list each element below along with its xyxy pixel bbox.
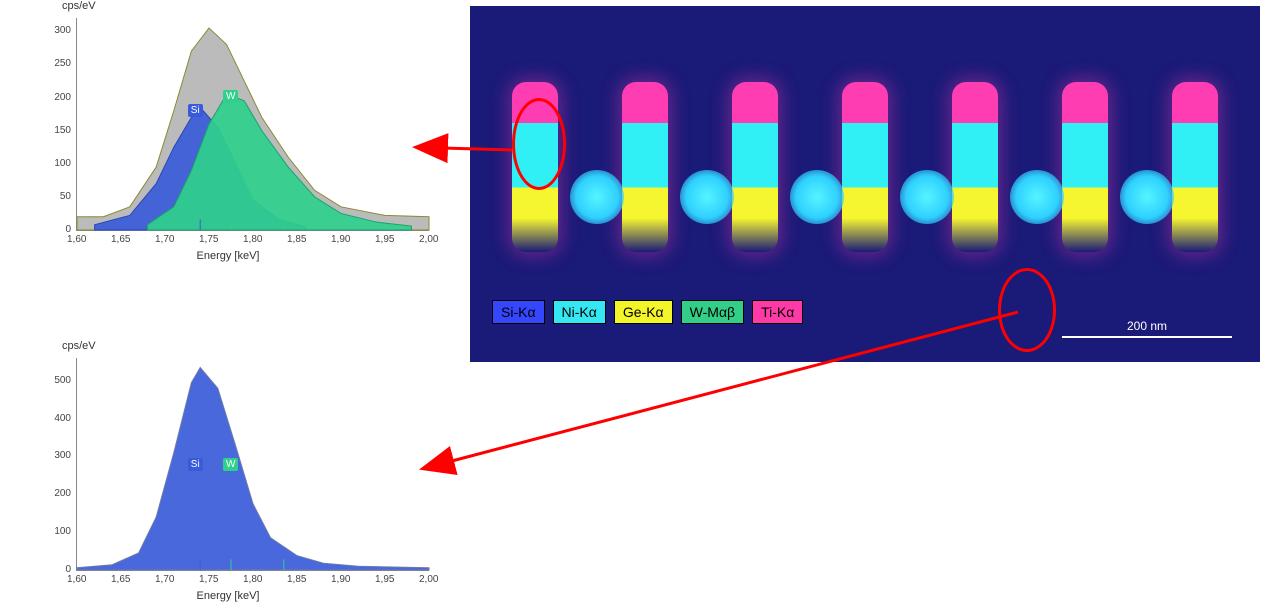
plot-area: 1,601,651,701,751,801,851,901,952,000501… — [76, 18, 429, 231]
pillar — [1062, 82, 1108, 252]
legend-chip-Ti-Kα: Ti-Kα — [752, 300, 803, 324]
x-tick: 1,65 — [111, 574, 130, 585]
cyan-ball — [680, 170, 734, 224]
y-tick: 0 — [65, 224, 71, 235]
pillar — [1172, 82, 1218, 252]
x-tick: 1,75 — [199, 234, 218, 245]
x-tick: 1,80 — [243, 234, 262, 245]
plot-area: 1,601,651,701,751,801,851,901,952,000100… — [76, 358, 429, 571]
page-root: { "chart_common": { "ylabel": "cps/eV", … — [0, 0, 1280, 608]
xlabel: Energy [keV] — [197, 250, 260, 262]
y-tick: 300 — [54, 25, 71, 36]
cyan-ball — [1010, 170, 1064, 224]
ylabel: cps/eV — [62, 340, 96, 352]
x-tick: 2,00 — [419, 234, 438, 245]
element-legend: Si-Kα Ni-Kα Ge-Kα W-Mαβ Ti-Kα — [492, 300, 803, 324]
legend-chip-Si-Kα: Si-Kα — [492, 300, 545, 324]
legend-chip-Ge-Kα: Ge-Kα — [614, 300, 673, 324]
x-tick: 1,65 — [111, 234, 130, 245]
peak-label-Si: Si — [188, 104, 203, 117]
y-tick: 200 — [54, 488, 71, 499]
x-tick: 2,00 — [419, 574, 438, 585]
x-tick: 1,60 — [67, 234, 86, 245]
spectrum-chart-top: cps/eV 1,601,651,701,751,801,851,901,952… — [18, 0, 438, 260]
x-tick: 1,95 — [375, 234, 394, 245]
x-tick: 1,80 — [243, 574, 262, 585]
legend-chip-W-Mαβ: W-Mαβ — [681, 300, 744, 324]
y-tick: 100 — [54, 158, 71, 169]
x-tick: 1,75 — [199, 574, 218, 585]
y-tick: 300 — [54, 450, 71, 461]
pillar — [952, 82, 998, 252]
pillar — [622, 82, 668, 252]
cyan-ball — [790, 170, 844, 224]
y-tick: 200 — [54, 92, 71, 103]
legend-chip-Ni-Kα: Ni-Kα — [553, 300, 606, 324]
y-tick: 0 — [65, 564, 71, 575]
x-tick: 1,85 — [287, 234, 306, 245]
y-tick: 250 — [54, 58, 71, 69]
x-tick: 1,85 — [287, 574, 306, 585]
scale-bar-label: 200 nm — [1127, 319, 1167, 333]
xlabel: Energy [keV] — [197, 590, 260, 602]
cyan-ball — [570, 170, 624, 224]
cyan-ball — [1120, 170, 1174, 224]
scale-bar: 200 nm — [1062, 319, 1232, 338]
cyan-ball — [900, 170, 954, 224]
pillar — [842, 82, 888, 252]
x-tick: 1,90 — [331, 574, 350, 585]
peak-label-W: W — [223, 458, 238, 471]
x-tick: 1,60 — [67, 574, 86, 585]
x-tick: 1,95 — [375, 574, 394, 585]
ylabel: cps/eV — [62, 0, 96, 12]
y-tick: 150 — [54, 125, 71, 136]
x-tick: 1,70 — [155, 574, 174, 585]
roi-substrate — [998, 268, 1056, 352]
y-tick: 50 — [60, 191, 71, 202]
x-tick: 1,70 — [155, 234, 174, 245]
eds-elemental-map: Si-Kα Ni-Kα Ge-Kα W-Mαβ Ti-Kα 200 nm — [470, 6, 1260, 362]
y-tick: 500 — [54, 375, 71, 386]
pillar — [732, 82, 778, 252]
roi-pillar — [512, 98, 566, 190]
x-tick: 1,90 — [331, 234, 350, 245]
peak-label-Si: Si — [188, 458, 203, 471]
y-tick: 400 — [54, 413, 71, 424]
peak-label-W: W — [223, 90, 238, 103]
scale-bar-line — [1062, 336, 1232, 338]
spectrum-chart-bottom: cps/eV 1,601,651,701,751,801,851,901,952… — [18, 340, 438, 600]
y-tick: 100 — [54, 526, 71, 537]
